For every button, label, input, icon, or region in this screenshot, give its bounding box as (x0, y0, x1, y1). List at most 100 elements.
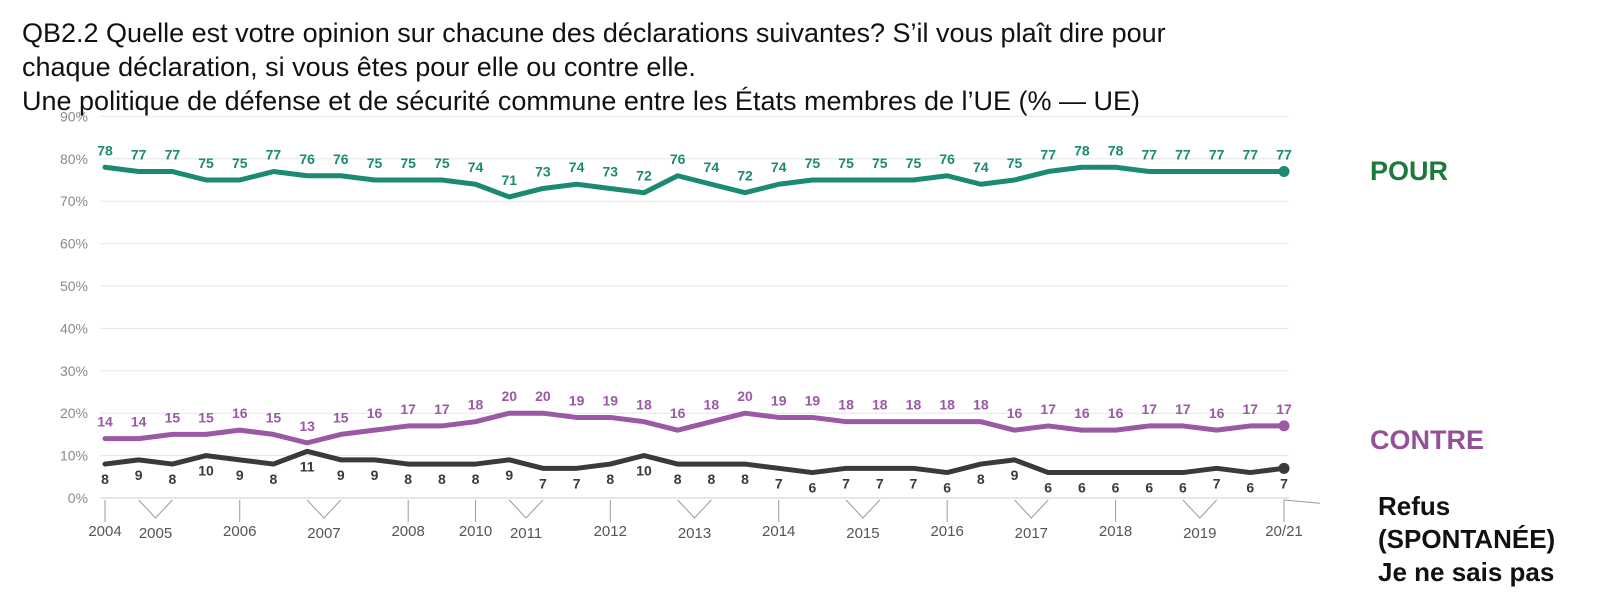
data-label: 10 (198, 463, 214, 479)
data-label: 77 (1141, 147, 1157, 163)
x-tick-label: 2011 (510, 525, 542, 542)
data-label: 75 (367, 155, 383, 171)
x-tick-label: 2019 (1183, 525, 1216, 542)
data-label: 7 (842, 475, 850, 491)
data-label: 16 (670, 405, 686, 421)
x-tick-label: 2015 (846, 525, 879, 542)
data-label: 74 (468, 159, 484, 175)
data-label: 15 (198, 409, 214, 425)
data-label: 19 (602, 392, 618, 408)
data-label: 6 (1179, 480, 1187, 496)
data-label: 77 (165, 147, 181, 163)
data-label: 17 (400, 401, 416, 417)
data-label: 73 (535, 163, 551, 179)
data-label: 75 (906, 155, 922, 171)
data-label: 78 (1074, 142, 1090, 158)
data-label: 73 (602, 163, 618, 179)
data-label: 18 (939, 397, 955, 413)
data-label: 6 (943, 480, 951, 496)
data-label: 20 (501, 388, 517, 404)
x-tick-label: 20/21 (1265, 523, 1303, 540)
data-label: 11 (300, 458, 315, 474)
data-label: 74 (569, 159, 585, 175)
data-label: 76 (333, 151, 349, 167)
data-label: 18 (973, 397, 989, 413)
data-label: 8 (101, 471, 109, 487)
data-label: 17 (1040, 401, 1056, 417)
data-label: 8 (472, 471, 480, 487)
legend-dk-line-1: Refus (1378, 491, 1451, 521)
data-label: 71 (501, 172, 517, 188)
data-label: 75 (805, 155, 821, 171)
y-tick-label: 20% (60, 405, 88, 421)
x-tick-label: 2006 (223, 523, 256, 540)
y-tick-label: 10% (60, 448, 88, 464)
data-label: 6 (1078, 480, 1086, 496)
x-tick-label: 2007 (307, 525, 340, 542)
y-tick-label: 60% (60, 236, 88, 252)
data-label: 16 (232, 405, 248, 421)
data-label: 18 (838, 397, 854, 413)
question-line-2: chaque déclaration, si vous êtes pour el… (22, 52, 696, 82)
data-label: 74 (973, 159, 989, 175)
question-line-1: QB2.2 Quelle est votre opinion sur chacu… (22, 18, 1166, 48)
data-label: 9 (1011, 467, 1019, 483)
x-tick-chevron (508, 499, 544, 519)
data-label: 8 (674, 471, 682, 487)
x-tick-label: 2010 (459, 523, 492, 540)
x-tick-chevron (138, 499, 173, 519)
y-tick-label: 90% (60, 108, 88, 124)
x-tick-chevron (306, 499, 342, 519)
data-label: 77 (1040, 147, 1056, 163)
y-tick-label: 30% (60, 363, 88, 379)
data-label: 9 (135, 467, 143, 483)
data-label: 77 (1276, 147, 1292, 163)
legend-dont-know: Refus (SPONTANÉE) Je ne sais pas (1378, 490, 1555, 589)
data-label: 18 (704, 397, 720, 413)
data-label: 78 (97, 142, 113, 158)
data-label: 17 (1175, 401, 1191, 417)
data-label: 76 (670, 151, 686, 167)
data-label: 8 (741, 471, 749, 487)
x-tick-chevron (1182, 499, 1217, 519)
x-tick-chevron (1283, 499, 1320, 504)
data-label: 75 (198, 155, 214, 171)
x-tick-label: 2008 (391, 523, 424, 540)
data-label: 18 (906, 397, 922, 413)
data-label: 8 (707, 471, 715, 487)
data-label: 77 (1175, 147, 1191, 163)
x-tick-chevron (677, 499, 712, 519)
legend-dk-line-3: Je ne sais pas (1378, 557, 1555, 587)
data-label: 75 (838, 155, 854, 171)
series-endpoint-1 (1278, 420, 1290, 432)
data-label: 17 (1243, 401, 1259, 417)
data-label: 8 (404, 471, 412, 487)
series-line-1 (102, 410, 1287, 446)
data-label: 13 (299, 418, 315, 434)
data-label: 6 (809, 480, 817, 496)
data-label: 76 (299, 151, 315, 167)
x-tick-label: 2004 (88, 523, 121, 540)
data-label: 7 (775, 475, 783, 491)
data-label: 18 (872, 397, 888, 413)
data-label: 8 (438, 471, 446, 487)
data-label: 16 (1074, 405, 1090, 421)
data-label: 75 (232, 155, 248, 171)
data-label: 7 (876, 475, 884, 491)
data-label: 9 (505, 467, 513, 483)
data-label: 75 (872, 155, 888, 171)
data-label: 19 (771, 392, 787, 408)
data-label: 77 (1243, 147, 1259, 163)
y-tick-label: 50% (60, 278, 88, 294)
y-tick-label: 0% (68, 490, 88, 506)
data-label: 78 (1108, 142, 1124, 158)
data-label: 16 (1007, 405, 1023, 421)
data-label: 9 (371, 467, 379, 483)
line-chart: 0% 10% 20% 30% 40% 50% 60% 70% 80% 90% 2004 2006 200… (60, 108, 1320, 542)
data-label: 14 (131, 414, 147, 430)
data-label: 77 (266, 147, 282, 163)
data-label: 75 (400, 155, 416, 171)
data-label: 18 (636, 397, 652, 413)
legend-contre: CONTRE (1370, 425, 1484, 455)
data-label: 77 (131, 147, 147, 163)
